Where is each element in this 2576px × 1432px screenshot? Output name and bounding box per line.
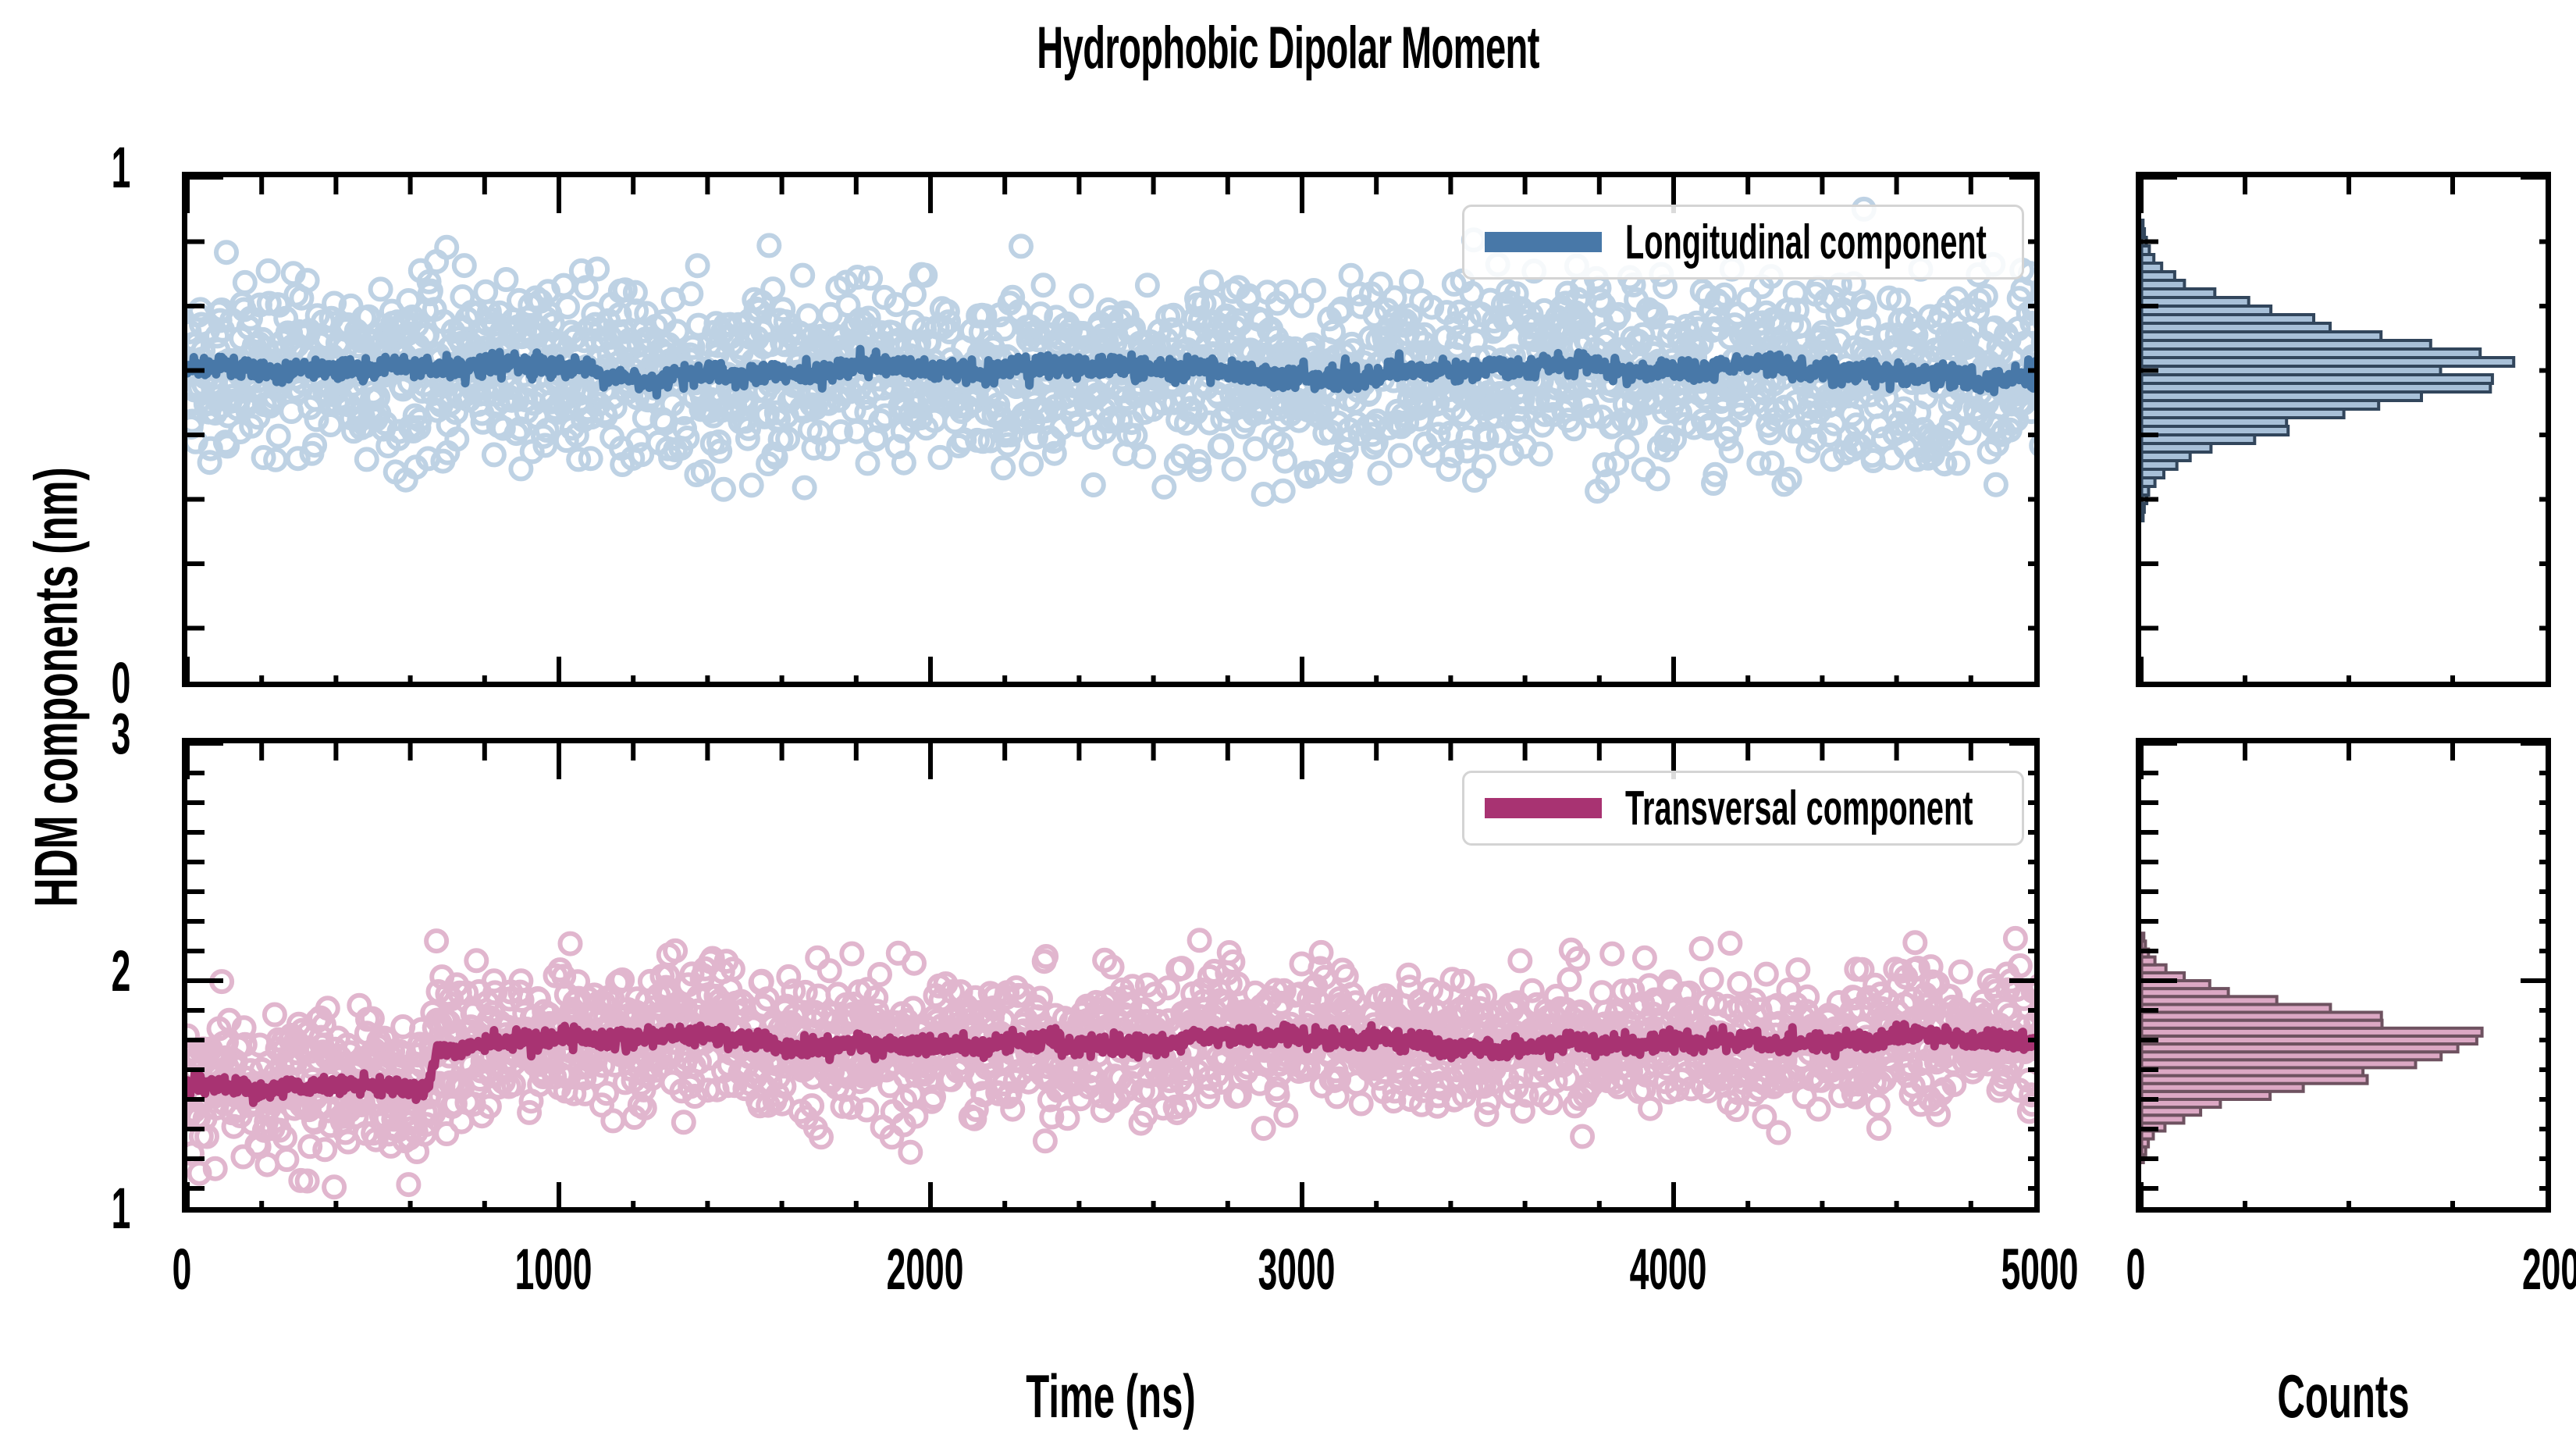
longitudinal-plot-canvas <box>187 177 2034 682</box>
tick-label-time-5000: 5000 <box>2001 1237 2079 1302</box>
transversal-histogram-canvas <box>2141 743 2546 1207</box>
longitudinal-histogram-canvas <box>2141 177 2546 682</box>
tick-label-time-2000: 2000 <box>886 1237 964 1302</box>
longitudinal-histogram-panel <box>2136 172 2551 687</box>
legend-swatch-longitudinal <box>1485 232 1602 252</box>
tick-label-time-0: 0 <box>172 1237 192 1302</box>
tick-label-time-4000: 4000 <box>1629 1237 1707 1302</box>
legend-transversal[interactable]: Transversal component <box>1462 771 2024 846</box>
tick-label-counts-200: 200 <box>2521 1237 2576 1302</box>
legend-swatch-transversal <box>1485 798 1602 818</box>
tick-label-bottom-y-3: 3 <box>111 701 131 766</box>
tick-label-counts-0: 0 <box>2126 1237 2146 1302</box>
tick-label-bottom-y-1: 1 <box>111 1176 131 1241</box>
legend-label-transversal: Transversal component <box>1625 781 1973 835</box>
x-axis-label-time: Time (ns) <box>1026 1362 1196 1430</box>
legend-label-longitudinal: Longitudinal component <box>1625 215 1987 269</box>
transversal-plot-canvas <box>187 743 2034 1207</box>
tick-label-time-1000: 1000 <box>514 1237 592 1302</box>
legend-longitudinal[interactable]: Longitudinal component <box>1462 205 2024 280</box>
x-axis-label-counts: Counts <box>2277 1362 2410 1430</box>
tick-label-top-y-1: 1 <box>111 135 131 200</box>
page-title: Hydrophobic Dipolar Moment <box>1037 15 1539 81</box>
tick-label-top-y-0: 0 <box>111 650 131 715</box>
tick-label-time-3000: 3000 <box>1258 1237 1336 1302</box>
tick-label-bottom-y-2: 2 <box>111 939 131 1003</box>
transversal-histogram-panel <box>2136 738 2551 1213</box>
